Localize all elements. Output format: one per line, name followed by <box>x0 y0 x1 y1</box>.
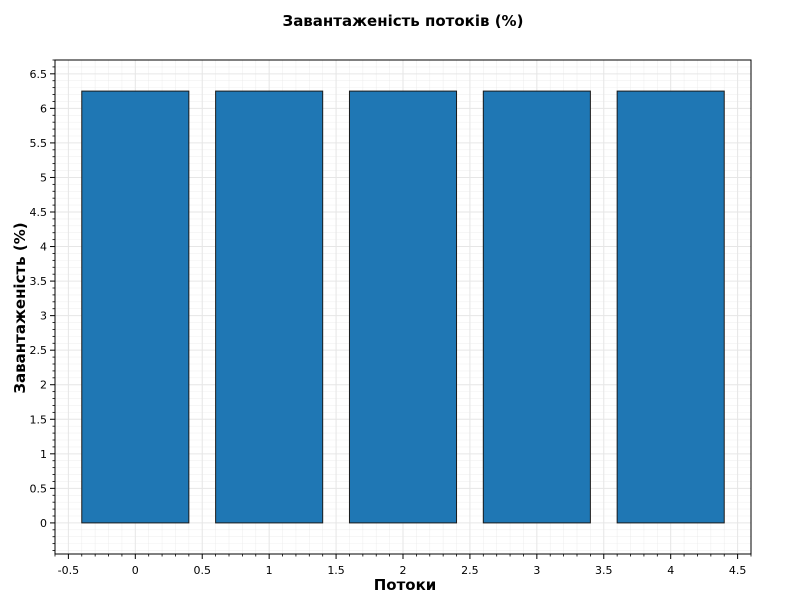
x-tick-label: 1 <box>266 564 273 577</box>
y-tick-label: 2.5 <box>30 344 48 357</box>
x-tick-label: -0.5 <box>58 564 79 577</box>
y-tick-label: 0.5 <box>30 482 48 495</box>
bar-4 <box>616 90 725 524</box>
y-tick-label: 1 <box>40 448 47 461</box>
y-tick-label: 3.5 <box>30 275 48 288</box>
x-tick-label: 4.5 <box>729 564 747 577</box>
x-tick-label: 0.5 <box>193 564 211 577</box>
x-tick-label: 2.5 <box>461 564 479 577</box>
bar-1 <box>215 90 324 524</box>
chart-title: Завантаженість потоків (%) <box>283 12 524 30</box>
bars <box>81 90 725 524</box>
x-tick-label: 1.5 <box>327 564 345 577</box>
x-tick-label: 3 <box>533 564 540 577</box>
x-tick-label: 2 <box>400 564 407 577</box>
bar-0 <box>81 90 190 524</box>
y-tick-label: 1.5 <box>30 413 48 426</box>
x-tick-label: 0 <box>132 564 139 577</box>
ticks: -0.5 0 0.5 1 1.5 2 2.5 3 3.5 4 4.5 0 0.5 1 1.5 2 2.5 3 3.5… <box>30 59 752 577</box>
y-tick-label: 0 <box>40 517 47 530</box>
bar-3 <box>482 90 591 524</box>
y-tick-label: 5 <box>40 171 47 184</box>
y-axis-title: Завантаженість (%) <box>11 222 29 393</box>
y-tick-label: 6 <box>40 102 47 115</box>
y-tick-label: 6.5 <box>30 68 48 81</box>
x-tick-label: 4 <box>667 564 674 577</box>
bar-2 <box>348 90 458 524</box>
y-tick-label: 3 <box>40 310 47 323</box>
y-tick-label: 4 <box>40 241 47 254</box>
y-tick-label: 5.5 <box>30 137 48 150</box>
y-tick-label: 4.5 <box>30 206 48 219</box>
y-tick-label: 2 <box>40 379 47 392</box>
x-tick-label: 3.5 <box>595 564 613 577</box>
x-axis-title: Потоки <box>374 576 437 594</box>
